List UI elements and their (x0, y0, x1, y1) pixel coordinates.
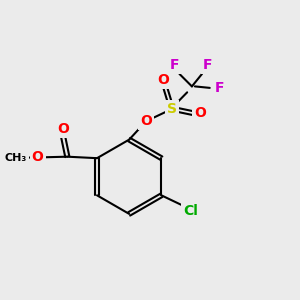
Text: O: O (140, 114, 152, 128)
Text: S: S (167, 102, 177, 116)
Text: F: F (214, 81, 224, 95)
Text: O: O (194, 106, 206, 120)
Text: CH₃: CH₃ (4, 153, 26, 163)
Text: O: O (57, 122, 69, 136)
Text: F: F (202, 58, 212, 72)
Text: Cl: Cl (183, 204, 198, 218)
Text: O: O (158, 73, 170, 87)
Text: F: F (169, 58, 179, 72)
Text: O: O (32, 150, 44, 164)
